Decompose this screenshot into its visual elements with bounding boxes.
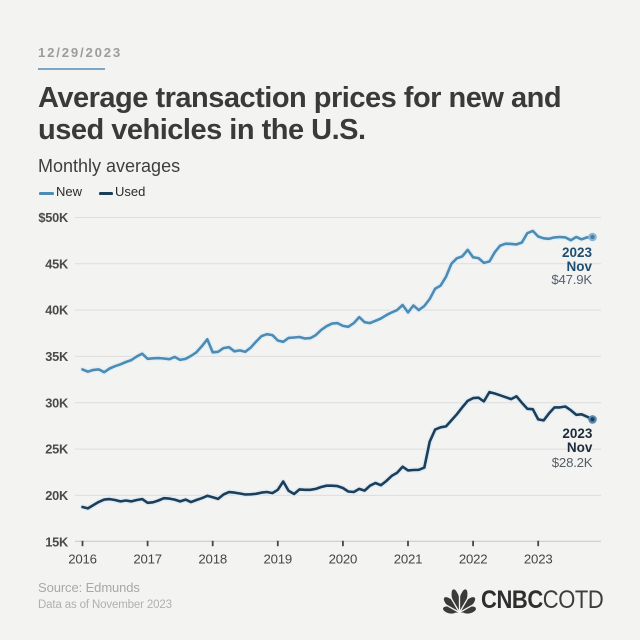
svg-text:2019: 2019 xyxy=(264,551,293,566)
svg-text:2016: 2016 xyxy=(68,551,97,566)
svg-text:45K: 45K xyxy=(45,256,69,271)
svg-text:35K: 35K xyxy=(45,349,69,364)
svg-text:2020: 2020 xyxy=(329,551,358,566)
svg-text:2017: 2017 xyxy=(133,551,162,566)
svg-text:2021: 2021 xyxy=(394,551,423,566)
svg-text:20K: 20K xyxy=(45,488,69,503)
svg-text:30K: 30K xyxy=(45,395,69,410)
svg-text:40K: 40K xyxy=(45,303,69,318)
svg-text:15K: 15K xyxy=(45,534,69,549)
svg-text:2022: 2022 xyxy=(459,551,488,566)
svg-text:25K: 25K xyxy=(45,442,69,457)
svg-text:$50K: $50K xyxy=(38,210,69,225)
svg-text:2023: 2023 xyxy=(524,551,553,566)
svg-text:2018: 2018 xyxy=(198,551,227,566)
